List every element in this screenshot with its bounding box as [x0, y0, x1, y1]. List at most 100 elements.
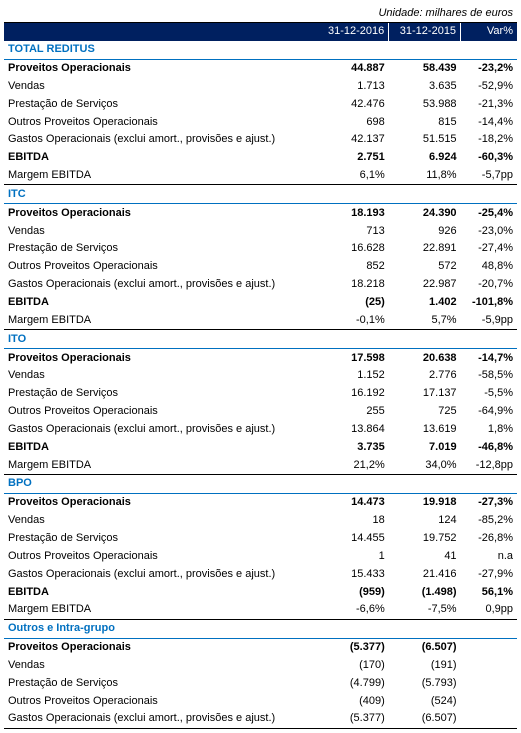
table-row: Vendas18124-85,2%: [4, 512, 517, 530]
row-value-2016: (5.377): [317, 710, 389, 728]
row-value-2015: (524): [389, 692, 461, 710]
section-title-label: BPO: [4, 474, 517, 493]
row-label: Gastos Operacionais (exclui amort., prov…: [4, 565, 317, 583]
row-var: -21,3%: [461, 95, 517, 113]
section-title: ITO: [4, 330, 517, 349]
row-value-2016: 1.152: [317, 367, 389, 385]
row-label: Prestação de Serviços: [4, 95, 317, 113]
header-var: Var%: [461, 22, 517, 40]
row-value-2015: 815: [389, 113, 461, 131]
row-value-2015: 22.891: [389, 240, 461, 258]
row-var: -20,7%: [461, 276, 517, 294]
table-row: Outros Proveitos Operacionais255725-64,9…: [4, 403, 517, 421]
row-var: -23,0%: [461, 222, 517, 240]
table-row: EBITDA(25)1.402-101,8%: [4, 294, 517, 312]
table-row: Gastos Operacionais (exclui amort., prov…: [4, 276, 517, 294]
table-row: Proveitos Operacionais14.47319.918-27,3%: [4, 493, 517, 511]
row-label: Vendas: [4, 367, 317, 385]
row-label: Gastos Operacionais (exclui amort., prov…: [4, 710, 317, 728]
row-label: Outros Proveitos Operacionais: [4, 692, 317, 710]
row-label: EBITDA: [4, 149, 317, 167]
row-var: -25,4%: [461, 204, 517, 222]
row-var: -46,8%: [461, 438, 517, 456]
row-value-2015: 34,0%: [389, 456, 461, 474]
row-var: -101,8%: [461, 294, 517, 312]
unit-row: Unidade: milhares de euros: [4, 4, 517, 22]
section-title: Outros e Intra-grupo: [4, 619, 517, 638]
table-row: Proveitos Operacionais44.88758.439-23,2%: [4, 59, 517, 77]
row-value-2015: 13.619: [389, 420, 461, 438]
table-row: Gastos Operacionais (exclui amort., prov…: [4, 131, 517, 149]
row-value-2016: 852: [317, 258, 389, 276]
row-value-2016: (409): [317, 692, 389, 710]
row-value-2016: 713: [317, 222, 389, 240]
row-label: Outros Proveitos Operacionais: [4, 258, 317, 276]
row-value-2015: (1.498): [389, 583, 461, 601]
row-value-2015: 572: [389, 258, 461, 276]
row-label: Outros Proveitos Operacionais: [4, 113, 317, 131]
section-title: BPO: [4, 474, 517, 493]
row-var: -58,5%: [461, 367, 517, 385]
header-row: 31-12-2016 31-12-2015 Var%: [4, 22, 517, 40]
row-var: 0,9pp: [461, 601, 517, 619]
row-value-2015: 17.137: [389, 385, 461, 403]
row-value-2015: (6.507): [389, 710, 461, 728]
row-label: Proveitos Operacionais: [4, 638, 317, 656]
table-row: Proveitos Operacionais(5.377)(6.507): [4, 638, 517, 656]
row-label: EBITDA: [4, 294, 317, 312]
row-label: Gastos Operacionais (exclui amort., prov…: [4, 420, 317, 438]
row-value-2016: 14.455: [317, 529, 389, 547]
table-row: Vendas1.1522.776-58,5%: [4, 367, 517, 385]
row-label: Gastos Operacionais (exclui amort., prov…: [4, 131, 317, 149]
row-value-2016: 18.193: [317, 204, 389, 222]
table-row: Margem EBITDA-0,1%5,7%-5,9pp: [4, 311, 517, 329]
row-value-2015: 926: [389, 222, 461, 240]
table-row: Outros Proveitos Operacionais(409)(524): [4, 692, 517, 710]
row-value-2016: (5.377): [317, 638, 389, 656]
row-label: Margem EBITDA: [4, 601, 317, 619]
table-row: Vendas(170)(191): [4, 656, 517, 674]
header-2015: 31-12-2015: [389, 22, 461, 40]
row-value-2015: (191): [389, 656, 461, 674]
row-label: Prestação de Serviços: [4, 240, 317, 258]
table-row: Vendas713926-23,0%: [4, 222, 517, 240]
table-row: Prestação de Serviços(4.799)(5.793): [4, 674, 517, 692]
row-var: [461, 710, 517, 728]
row-var: [461, 692, 517, 710]
row-var: -14,4%: [461, 113, 517, 131]
row-value-2016: 2.751: [317, 149, 389, 167]
row-var: -64,9%: [461, 403, 517, 421]
row-var: -27,9%: [461, 565, 517, 583]
row-value-2016: -0,1%: [317, 311, 389, 329]
row-label: Margem EBITDA: [4, 456, 317, 474]
row-var: [461, 656, 517, 674]
row-label: Prestação de Serviços: [4, 674, 317, 692]
row-value-2015: (6.507): [389, 638, 461, 656]
row-value-2015: -7,5%: [389, 601, 461, 619]
row-value-2016: 16.192: [317, 385, 389, 403]
row-value-2016: (959): [317, 583, 389, 601]
row-label: Outros Proveitos Operacionais: [4, 547, 317, 565]
row-value-2015: 58.439: [389, 59, 461, 77]
row-value-2016: 13.864: [317, 420, 389, 438]
row-var: [461, 674, 517, 692]
row-label: EBITDA: [4, 438, 317, 456]
row-var: -26,8%: [461, 529, 517, 547]
row-value-2016: 42.137: [317, 131, 389, 149]
row-value-2016: 15.433: [317, 565, 389, 583]
row-value-2015: 11,8%: [389, 167, 461, 185]
row-value-2015: 2.776: [389, 367, 461, 385]
row-var: -27,4%: [461, 240, 517, 258]
row-value-2016: 21,2%: [317, 456, 389, 474]
row-label: Prestação de Serviços: [4, 385, 317, 403]
table-row: Gastos Operacionais (exclui amort., prov…: [4, 710, 517, 728]
row-var: 48,8%: [461, 258, 517, 276]
row-var: -85,2%: [461, 512, 517, 530]
row-value-2016: 14.473: [317, 493, 389, 511]
table-row: Gastos Operacionais (exclui amort., prov…: [4, 565, 517, 583]
table-row: Margem EBITDA6,1%11,8%-5,7pp: [4, 167, 517, 185]
header-2016: 31-12-2016: [317, 22, 389, 40]
row-label: Vendas: [4, 77, 317, 95]
table-row: Prestação de Serviços14.45519.752-26,8%: [4, 529, 517, 547]
table-row: EBITDA3.7357.019-46,8%: [4, 438, 517, 456]
